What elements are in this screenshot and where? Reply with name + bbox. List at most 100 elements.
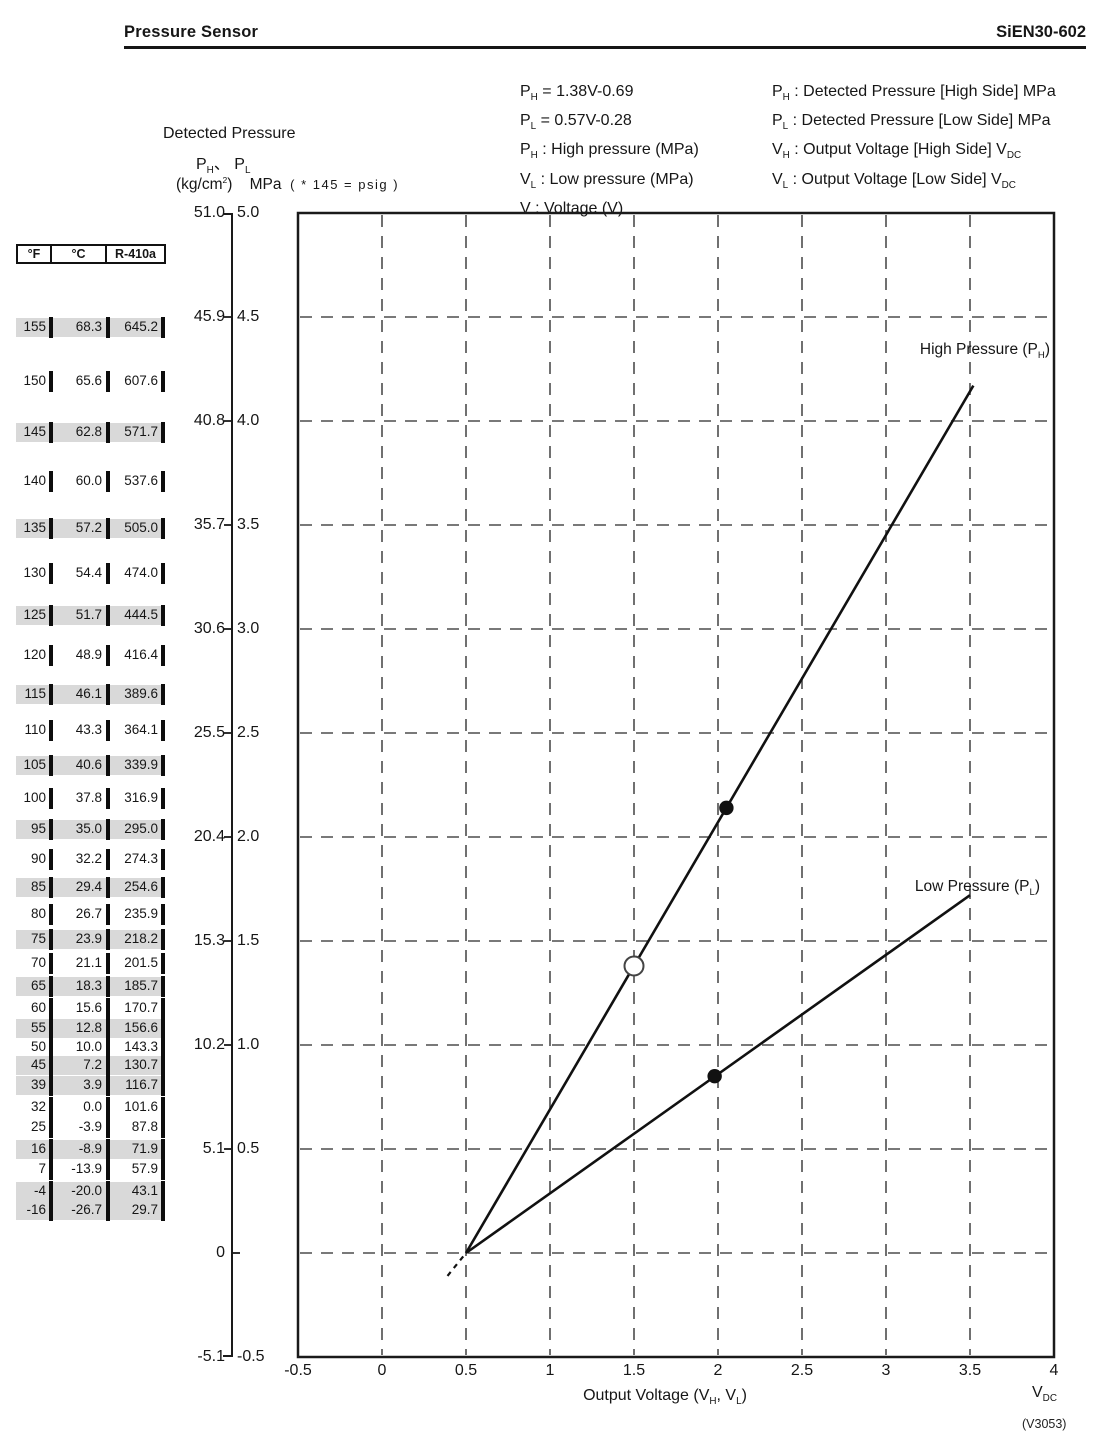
table-cell: 218.2 xyxy=(124,931,158,946)
table-row: 115 46.1 389.6 xyxy=(16,684,165,705)
table-cell: 39 xyxy=(30,1077,46,1092)
y-tick-mpa: 2.0 xyxy=(237,828,260,845)
table-cell-divider xyxy=(49,422,53,443)
curve-label-high: High Pressure (PH) xyxy=(919,341,1050,362)
table-cell-divider xyxy=(106,998,110,1019)
table-cell: 116.7 xyxy=(125,1077,158,1092)
table-cell-divider xyxy=(49,371,53,392)
table-cell: 32 xyxy=(30,1099,46,1114)
table-cell: 130.7 xyxy=(124,1057,158,1072)
formula-line: VL : Low pressure (MPa) xyxy=(520,170,694,191)
yaxis-units: (kg/cm2) MPa ( * 145 = psig ) xyxy=(176,175,400,194)
table-cell: 51.7 xyxy=(75,607,102,622)
table-cell: -3.9 xyxy=(78,1119,102,1134)
legend-line: VH : Output Voltage [High Side] VDC xyxy=(772,141,1022,162)
table-cell-divider xyxy=(106,605,110,626)
table-cell: 0.0 xyxy=(83,1099,102,1114)
table-row: 65 18.3 185.7 xyxy=(16,976,165,997)
table-cell-divider xyxy=(161,1075,165,1096)
table-cell: 201.5 xyxy=(124,955,158,970)
table-cell-divider xyxy=(161,1055,165,1076)
x-tick-label: 1 xyxy=(545,1362,555,1379)
y-tick-mpa: 2.5 xyxy=(237,724,260,741)
table-cell: 71.9 xyxy=(131,1141,158,1156)
table-cell: 105 xyxy=(23,757,46,772)
table-cell: 50 xyxy=(30,1039,46,1054)
y-tick-mpa: 1.0 xyxy=(237,1036,260,1053)
table-cell: 537.6 xyxy=(124,473,158,488)
table-cell-divider xyxy=(106,953,110,974)
table-cell-divider xyxy=(161,1159,165,1180)
table-cell-divider xyxy=(106,422,110,443)
table-cell: 607.6 xyxy=(124,373,158,388)
y-tick-mpa: 0.5 xyxy=(237,1140,260,1157)
table-cell: 65 xyxy=(30,978,46,993)
y-tick-mpa: 3.5 xyxy=(237,516,260,533)
table-cell-divider xyxy=(106,929,110,950)
table-cell-divider xyxy=(49,929,53,950)
table-cell-divider xyxy=(161,605,165,626)
marker-open-high xyxy=(623,955,645,977)
table-cell-divider xyxy=(49,317,53,338)
table-cell: 60 xyxy=(30,1000,46,1015)
header-rule xyxy=(124,46,1086,49)
table-cell-divider xyxy=(106,471,110,492)
y-tick-kg: 20.4 xyxy=(193,828,225,845)
table-cell-divider xyxy=(161,1037,165,1058)
table-cell: 125 xyxy=(23,607,46,622)
table-cell-divider xyxy=(49,1018,53,1039)
table-cell-divider xyxy=(161,755,165,776)
table-cell-divider xyxy=(49,1117,53,1138)
marker-filled-high xyxy=(719,800,734,816)
table-cell: 90 xyxy=(30,851,46,866)
table-cell-divider xyxy=(49,1097,53,1118)
table-cell-divider xyxy=(49,998,53,1019)
table-row: 39 3.9 116.7 xyxy=(16,1075,165,1096)
table-cell-divider xyxy=(161,976,165,997)
x-tick-label: 2 xyxy=(713,1362,723,1379)
table-cell-divider xyxy=(49,904,53,925)
table-cell-divider xyxy=(161,849,165,870)
table-cell-divider xyxy=(106,684,110,705)
table-cell-divider xyxy=(106,645,110,666)
table-cell: 95 xyxy=(30,821,46,836)
formula-line: PL = 0.57V-0.28 xyxy=(520,112,632,133)
table-cell: 145 xyxy=(23,424,46,439)
chart-code: (V3053) xyxy=(1022,1417,1067,1431)
x-tick-label: -0.5 xyxy=(284,1362,312,1379)
table-cell: 43.1 xyxy=(131,1183,158,1198)
table-cell: 364.1 xyxy=(124,722,158,737)
table-cell-divider xyxy=(49,645,53,666)
table-cell-divider xyxy=(161,929,165,950)
table-row: 7 -13.9 57.9 xyxy=(16,1159,165,1180)
table-row: 155 68.3 645.2 xyxy=(16,317,165,338)
table-cell-divider xyxy=(161,1097,165,1118)
table-cell-divider xyxy=(161,819,165,840)
y-tick-mpa: 4.0 xyxy=(237,412,260,429)
table-cell: 57.2 xyxy=(75,520,102,535)
table-cell-divider xyxy=(49,953,53,974)
table-cell-divider xyxy=(106,877,110,898)
table-cell-divider xyxy=(106,1139,110,1160)
table-row: 110 43.3 364.1 xyxy=(16,720,165,741)
table-cell-divider xyxy=(161,1200,165,1221)
y-tick-mpa: 1.5 xyxy=(237,932,260,949)
table-cell: 68.3 xyxy=(75,319,102,334)
table-cell: 150 xyxy=(23,373,46,388)
table-row: -16 -26.7 29.7 xyxy=(16,1200,165,1221)
table-cell: 170.7 xyxy=(124,1000,158,1015)
table-row: 125 51.7 444.5 xyxy=(16,605,165,626)
table-cell: 55 xyxy=(30,1020,46,1035)
formula-line: PH = 1.38V-0.69 xyxy=(520,83,634,104)
marker-filled-low xyxy=(707,1069,722,1084)
y-tick-kg: -5.1 xyxy=(197,1348,225,1365)
origin-extension-line xyxy=(446,1252,467,1277)
legend-block: PH : Detected Pressure [High Side] MPa PL… xyxy=(772,80,1056,197)
table-cell-divider xyxy=(49,1055,53,1076)
table-cell: 87.8 xyxy=(131,1119,158,1134)
table-cell: 57.9 xyxy=(131,1161,158,1176)
table-cell-divider xyxy=(49,1037,53,1058)
table-cell: 45 xyxy=(30,1057,46,1072)
